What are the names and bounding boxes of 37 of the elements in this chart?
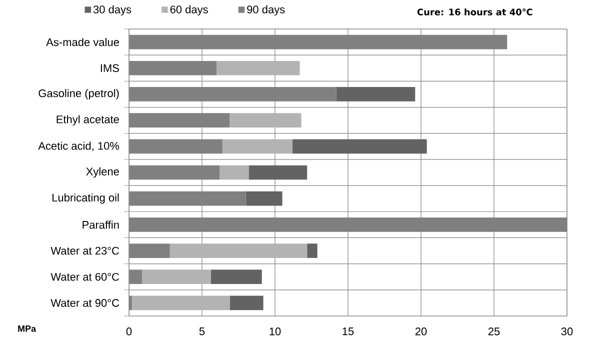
bar [132,296,230,310]
bar [248,165,308,180]
x-tick-label: 25 [488,328,500,336]
text: Cure: 16 hours at 40℃ [417,8,532,16]
y-tick-label: Gasoline (petrol) [38,89,119,100]
bar [336,87,416,102]
bar [292,139,427,154]
y-tick-label: As-made value [46,38,119,46]
y-tick-label: Acetic acid, 10% [38,142,120,152]
x-tick-label: 15 [342,328,354,336]
legend-label: 30 days [93,5,132,16]
x-tick-label: 20 [415,328,427,336]
x-tick-label: 30 [561,328,573,336]
y-tick-label: Water at 90°C [50,299,120,307]
legend-label: 60 days [170,5,208,16]
x-tick-label: 0 [126,328,132,336]
bar [142,270,211,284]
bar [246,191,282,206]
bar [307,244,318,258]
bar [220,165,249,180]
x-tick-label: 5 [199,328,205,336]
y-tick-label: Water at 23°C [50,246,120,255]
bar [210,270,262,284]
y-tick-label: Ethyl acetate [56,115,119,126]
bar [170,244,308,258]
y-tick-label: Water at 60°C [50,272,120,281]
y-tick-label: Paraffin [82,220,119,229]
legend-label: 90 days [247,5,285,16]
x-axis-title: MPa [18,326,36,332]
y-tick-label: Lubricating oil [52,193,119,204]
bar [222,139,293,154]
bar [216,60,300,76]
y-tick-label: Xylene [86,167,119,178]
x-tick-label: 10 [270,328,281,336]
bar [230,296,264,310]
y-tick-label: IMS [100,64,119,72]
bar [230,113,302,128]
